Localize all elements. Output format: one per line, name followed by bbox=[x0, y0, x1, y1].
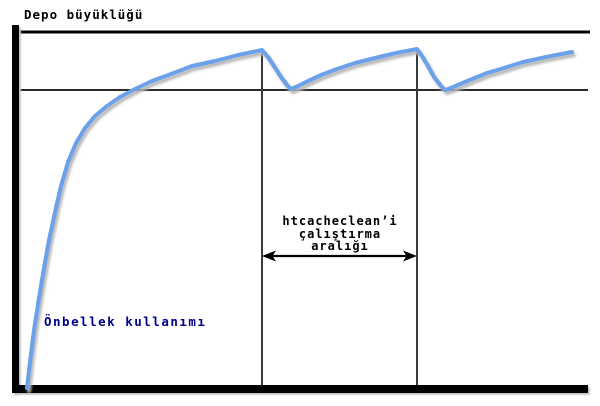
x-axis bbox=[12, 385, 588, 393]
interval-arrow-left-head bbox=[262, 250, 276, 262]
interval-label: htcacheclean’i çalıştırma aralığı bbox=[250, 215, 430, 253]
interval-arrow-right-head bbox=[403, 250, 417, 262]
interval-label-line3: aralığı bbox=[311, 239, 369, 253]
y-axis bbox=[12, 25, 19, 393]
cache-usage-curve bbox=[25, 47, 574, 390]
interval-label-line2: çalıştırma bbox=[298, 226, 382, 241]
series-label: Önbellek kullanımı bbox=[44, 314, 207, 329]
interval-label-line1: htcacheclean’i bbox=[282, 214, 398, 228]
chart-title: Depo büyüklüğü bbox=[24, 7, 144, 22]
